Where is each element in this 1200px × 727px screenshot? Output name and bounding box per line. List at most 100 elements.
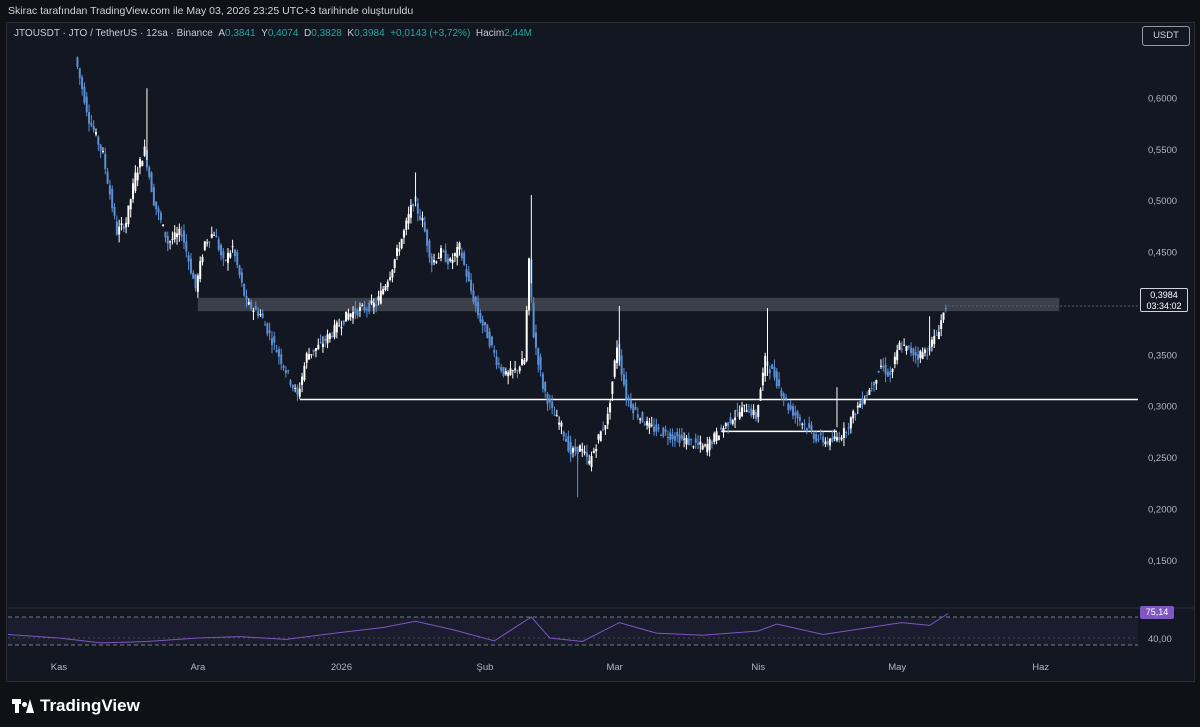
rsi-line bbox=[7, 613, 949, 644]
tradingview-logo[interactable]: TradingView bbox=[12, 696, 140, 716]
candle-body bbox=[81, 76, 84, 90]
candle-body bbox=[504, 371, 507, 375]
candle-body bbox=[819, 433, 822, 435]
candle-body bbox=[331, 336, 334, 338]
candle-body bbox=[465, 269, 468, 277]
candle-body bbox=[516, 370, 519, 372]
candle-body bbox=[104, 153, 107, 169]
candle-body bbox=[849, 417, 852, 429]
candle-body bbox=[919, 351, 922, 359]
candle-body bbox=[798, 417, 801, 421]
candle-body bbox=[356, 309, 359, 316]
currency-unit-button[interactable]: USDT bbox=[1142, 26, 1190, 46]
candle-body bbox=[942, 312, 945, 320]
candle-body bbox=[810, 424, 813, 431]
y-tick-label: 0,3000 bbox=[1148, 402, 1177, 413]
candle-body bbox=[852, 410, 855, 419]
candle-body bbox=[930, 339, 933, 347]
candle-body bbox=[289, 380, 292, 385]
candle-body bbox=[886, 371, 889, 377]
candle-body bbox=[222, 251, 225, 259]
candle-body bbox=[488, 331, 491, 347]
candle-body bbox=[782, 393, 785, 399]
candle-body bbox=[178, 228, 181, 236]
candle-body bbox=[771, 364, 774, 369]
candle-body bbox=[713, 433, 716, 442]
candle-body bbox=[750, 408, 753, 416]
candle-body bbox=[479, 312, 482, 322]
x-tick-label: Haz bbox=[1032, 662, 1049, 673]
publish-note: Skirac tarafından TradingView.com ile Ma… bbox=[8, 5, 414, 17]
candle-body bbox=[215, 235, 218, 238]
candle-body bbox=[921, 352, 924, 359]
candle-body bbox=[789, 405, 792, 410]
candle-body bbox=[903, 344, 906, 346]
candle-body bbox=[233, 249, 236, 257]
candle-body bbox=[910, 347, 913, 354]
candle-body bbox=[493, 349, 496, 353]
candle-body bbox=[301, 376, 304, 385]
candle-body bbox=[780, 390, 783, 396]
candle-body bbox=[162, 224, 165, 227]
candle-body bbox=[532, 302, 535, 338]
candle-body bbox=[143, 146, 146, 156]
candle-body bbox=[824, 441, 827, 445]
candle-body bbox=[389, 277, 392, 280]
candle-body bbox=[620, 355, 623, 375]
candle-body bbox=[754, 412, 757, 419]
candle-body bbox=[727, 422, 730, 427]
candle-body bbox=[115, 221, 118, 235]
high-label: Y bbox=[261, 28, 268, 39]
candle-body bbox=[752, 409, 755, 416]
y-tick-label: 0,4500 bbox=[1148, 248, 1177, 259]
candle-body bbox=[664, 429, 667, 432]
candle-body bbox=[421, 218, 424, 221]
candle-body bbox=[129, 199, 132, 210]
candle-body bbox=[683, 438, 686, 440]
candle-body bbox=[935, 334, 938, 336]
candle-body bbox=[553, 414, 556, 416]
candle-body bbox=[108, 185, 111, 195]
candle-body bbox=[907, 345, 910, 348]
candle-body bbox=[308, 354, 311, 360]
candle-body bbox=[812, 433, 815, 439]
candle-body bbox=[467, 271, 470, 281]
y-tick-label: 0,2000 bbox=[1148, 504, 1177, 515]
candle-body bbox=[507, 372, 510, 377]
candle-body bbox=[365, 309, 368, 311]
candle-body bbox=[768, 369, 771, 374]
candle-body bbox=[363, 307, 366, 311]
candle-body bbox=[856, 405, 859, 408]
candle-body bbox=[687, 438, 690, 446]
bar-countdown: 03:34:02 bbox=[1146, 301, 1182, 311]
candle-body bbox=[245, 295, 248, 300]
candle-body bbox=[539, 356, 542, 371]
candle-body bbox=[155, 201, 158, 209]
candle-body bbox=[775, 371, 778, 387]
x-tick-label: Kas bbox=[51, 662, 68, 673]
candle-body bbox=[528, 258, 531, 311]
y-tick-label: 0,1500 bbox=[1148, 556, 1177, 567]
publish-note-bar: Skirac tarafından TradingView.com ile Ma… bbox=[0, 0, 1200, 22]
candle-body bbox=[590, 455, 593, 467]
candle-body bbox=[402, 230, 405, 238]
candle-body bbox=[333, 324, 336, 338]
candle-body bbox=[914, 352, 917, 356]
candle-body bbox=[497, 363, 500, 365]
candle-body bbox=[650, 424, 653, 426]
candle-body bbox=[398, 249, 401, 252]
candle-body bbox=[405, 220, 408, 230]
candle-body bbox=[477, 302, 480, 316]
candle-body bbox=[134, 172, 137, 191]
candle-body bbox=[500, 367, 503, 371]
candle-body bbox=[933, 335, 936, 344]
candle-body bbox=[761, 372, 764, 386]
candle-body bbox=[787, 403, 790, 410]
change-value: +0,0143 (+3,72%) bbox=[390, 28, 471, 39]
candle-body bbox=[815, 434, 818, 442]
candle-body bbox=[132, 183, 135, 200]
candle-body bbox=[840, 437, 843, 440]
candle-body bbox=[511, 370, 514, 372]
candle-body bbox=[873, 381, 876, 386]
